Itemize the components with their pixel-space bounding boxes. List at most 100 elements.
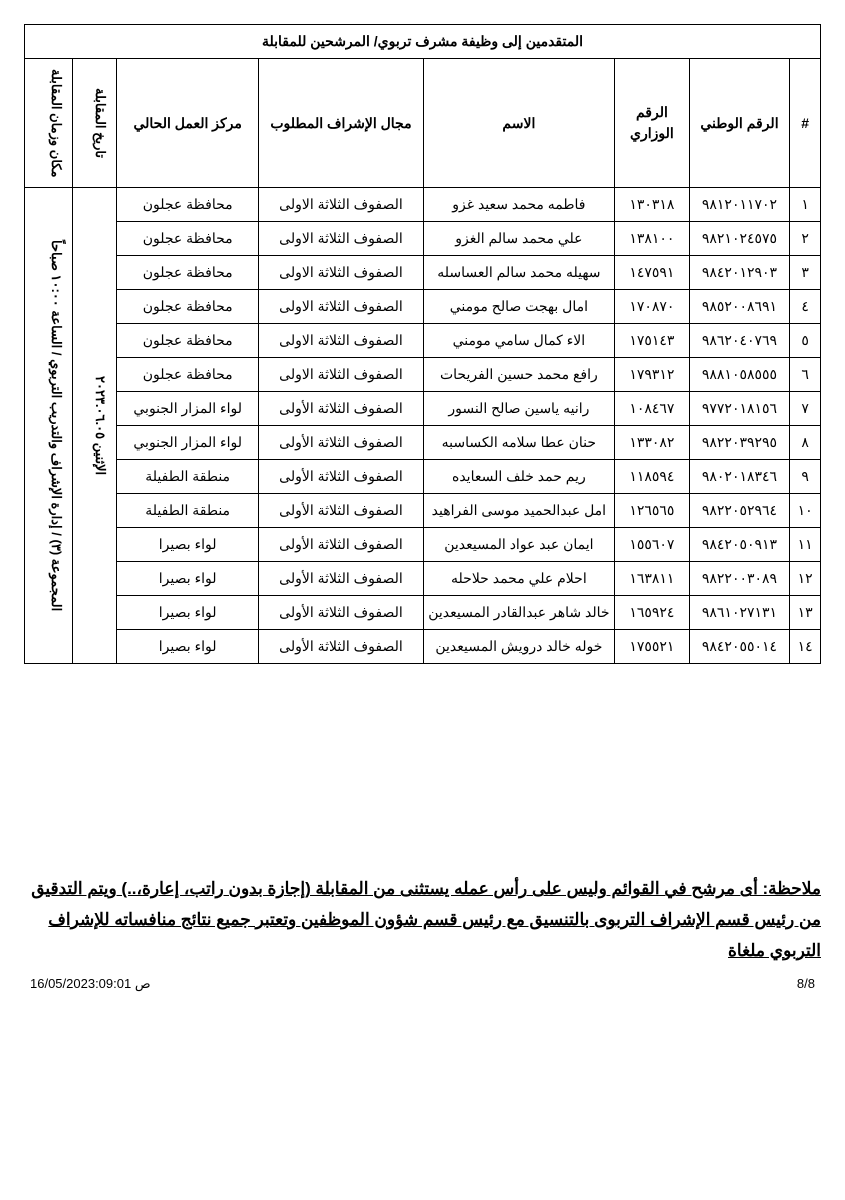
ministry-id-cell: ١٣٣٠٨٢ [615,426,689,460]
idx-cell: ١٣ [790,596,821,630]
ministry-id-cell: ١٧٥١٤٣ [615,324,689,358]
ministry-id-cell: ١٣٨١٠٠ [615,222,689,256]
col-header-idx: # [790,59,821,188]
note-text: ملاحظة: أى مرشح في القوائم وليس على رأس … [24,874,821,966]
field-cell: الصفوف الثلاثة الاولى [259,358,423,392]
location-cell: لواء بصيرا [117,630,259,664]
location-cell: لواء بصيرا [117,596,259,630]
name-cell: ريم حمد خلف السعايده [423,460,615,494]
interview-date-cell: الإثنين ٢٠٢٣.٠٦.٠٥ [73,188,117,664]
name-cell: امل عبدالحميد موسى الفراهيد [423,494,615,528]
field-cell: الصفوف الثلاثة الاولى [259,222,423,256]
national-id-cell: ٩٨١٢٠١١٧٠٢ [689,188,790,222]
field-cell: الصفوف الثلاثة الأولى [259,630,423,664]
col-header-place: مكان وزمان المقابلة [25,59,73,188]
national-id-cell: ٩٨٤٢٠٥٠٩١٣ [689,528,790,562]
table-row: ٣٩٨٤٢٠١٢٩٠٣١٤٧٥٩١سهيله محمد سالم العساسل… [25,256,821,290]
table-row: ٧٩٧٧٢٠١٨١٥٦١٠٨٤٦٧رانيه ياسين صالح النسور… [25,392,821,426]
idx-cell: ٦ [790,358,821,392]
idx-cell: ٨ [790,426,821,460]
ministry-id-cell: ١٤٧٥٩١ [615,256,689,290]
national-id-cell: ٩٨٥٢٠٠٨٦٩١ [689,290,790,324]
table-row: ٨٩٨٢٢٠٣٩٢٩٥١٣٣٠٨٢حنان عطا سلامه الكساسبه… [25,426,821,460]
field-cell: الصفوف الثلاثة الأولى [259,596,423,630]
col-header-ministry: الرقم الوزاري [615,59,689,188]
table-row: ١٩٨١٢٠١١٧٠٢١٣٠٣١٨فاطمه محمد سعيد غزوالصف… [25,188,821,222]
name-cell: سهيله محمد سالم العساسله [423,256,615,290]
location-cell: محافظة عجلون [117,290,259,324]
location-cell: لواء المزار الجنوبي [117,426,259,460]
document-page: المتقدمين إلى وظيفة مشرف تربوي/ المرشحين… [24,24,821,1124]
location-cell: منطقة الطفيلة [117,460,259,494]
field-cell: الصفوف الثلاثة الأولى [259,528,423,562]
page-footer: 16/05/2023:09:01 ص 8/8 [24,976,821,992]
location-cell: محافظة عجلون [117,324,259,358]
name-cell: رانيه ياسين صالح النسور [423,392,615,426]
table-body: ١٩٨١٢٠١١٧٠٢١٣٠٣١٨فاطمه محمد سعيد غزوالصف… [25,188,821,664]
table-row: ٦٩٨٨١٠٥٨٥٥٥١٧٩٣١٢رافع محمد حسين الفريحات… [25,358,821,392]
name-cell: احلام علي محمد حلاحله [423,562,615,596]
national-id-cell: ٩٨٢١٠٢٤٥٧٥ [689,222,790,256]
field-cell: الصفوف الثلاثة الأولى [259,460,423,494]
field-cell: الصفوف الثلاثة الاولى [259,324,423,358]
location-cell: لواء بصيرا [117,562,259,596]
national-id-cell: ٩٨٠٢٠١٨٣٤٦ [689,460,790,494]
interview-place-cell: المجموعة (٣) / إدارة الإشراف والتدريب ال… [25,188,73,664]
table-row: ١٣٩٨٦١٠٢٧١٣١١٦٥٩٢٤خالد شاهر عبدالقادر ال… [25,596,821,630]
national-id-cell: ٩٨٦٢٠٤٠٧٦٩ [689,324,790,358]
ministry-id-cell: ١٦٣٨١١ [615,562,689,596]
ministry-id-cell: ١٧٥٥٢١ [615,630,689,664]
national-id-cell: ٩٨٢٢٠٠٣٠٨٩ [689,562,790,596]
ministry-id-cell: ١٥٥٦٠٧ [615,528,689,562]
name-cell: ايمان عبد عواد المسيعدين [423,528,615,562]
table-title: المتقدمين إلى وظيفة مشرف تربوي/ المرشحين… [25,25,821,59]
col-header-national: الرقم الوطني [689,59,790,188]
name-cell: حنان عطا سلامه الكساسبه [423,426,615,460]
idx-cell: ٢ [790,222,821,256]
location-cell: محافظة عجلون [117,222,259,256]
national-id-cell: ٩٨٦١٠٢٧١٣١ [689,596,790,630]
table-row: ١٠٩٨٢٢٠٥٢٩٦٤١٢٦٥٦٥امل عبدالحميد موسى الف… [25,494,821,528]
idx-cell: ٣ [790,256,821,290]
idx-cell: ٤ [790,290,821,324]
idx-cell: ٧ [790,392,821,426]
ministry-id-cell: ١٠٨٤٦٧ [615,392,689,426]
location-cell: لواء المزار الجنوبي [117,392,259,426]
ministry-id-cell: ١٣٠٣١٨ [615,188,689,222]
ministry-id-cell: ١٢٦٥٦٥ [615,494,689,528]
field-cell: الصفوف الثلاثة الأولى [259,494,423,528]
field-cell: الصفوف الثلاثة الاولى [259,256,423,290]
idx-cell: ١ [790,188,821,222]
location-cell: محافظة عجلون [117,358,259,392]
table-row: ٥٩٨٦٢٠٤٠٧٦٩١٧٥١٤٣الاء كمال سامي مومنيالص… [25,324,821,358]
idx-cell: ١٠ [790,494,821,528]
table-row: ١٢٩٨٢٢٠٠٣٠٨٩١٦٣٨١١احلام علي محمد حلاحلها… [25,562,821,596]
name-cell: رافع محمد حسين الفريحات [423,358,615,392]
table-row: ١١٩٨٤٢٠٥٠٩١٣١٥٥٦٠٧ايمان عبد عواد المسيعد… [25,528,821,562]
name-cell: امال بهجت صالح مومني [423,290,615,324]
name-cell: خالد شاهر عبدالقادر المسيعدين [423,596,615,630]
table-row: ٩٩٨٠٢٠١٨٣٤٦١١٨٥٩٤ريم حمد خلف السعايدهالص… [25,460,821,494]
field-cell: الصفوف الثلاثة الأولى [259,392,423,426]
name-cell: فاطمه محمد سعيد غزو [423,188,615,222]
col-header-location: مركز العمل الحالي [117,59,259,188]
location-cell: منطقة الطفيلة [117,494,259,528]
national-id-cell: ٩٨٤٢٠١٢٩٠٣ [689,256,790,290]
col-header-name: الاسم [423,59,615,188]
idx-cell: ١١ [790,528,821,562]
national-id-cell: ٩٨٢٢٠٥٢٩٦٤ [689,494,790,528]
ministry-id-cell: ١٧٩٣١٢ [615,358,689,392]
name-cell: خوله خالد درويش المسيعدين [423,630,615,664]
location-cell: لواء بصيرا [117,528,259,562]
idx-cell: ٥ [790,324,821,358]
idx-cell: ٩ [790,460,821,494]
field-cell: الصفوف الثلاثة الاولى [259,290,423,324]
footer-timestamp: 16/05/2023:09:01 ص [30,976,151,992]
col-header-date: تاريخ المقابلة [73,59,117,188]
idx-cell: ١٢ [790,562,821,596]
col-header-field: مجال الإشراف المطلوب [259,59,423,188]
national-id-cell: ٩٨٢٢٠٣٩٢٩٥ [689,426,790,460]
national-id-cell: ٩٨٨١٠٥٨٥٥٥ [689,358,790,392]
field-cell: الصفوف الثلاثة الاولى [259,188,423,222]
name-cell: علي محمد سالم الغزو [423,222,615,256]
